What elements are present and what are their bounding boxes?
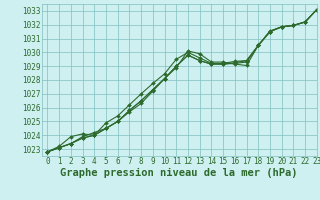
X-axis label: Graphe pression niveau de la mer (hPa): Graphe pression niveau de la mer (hPa) (60, 168, 298, 178)
